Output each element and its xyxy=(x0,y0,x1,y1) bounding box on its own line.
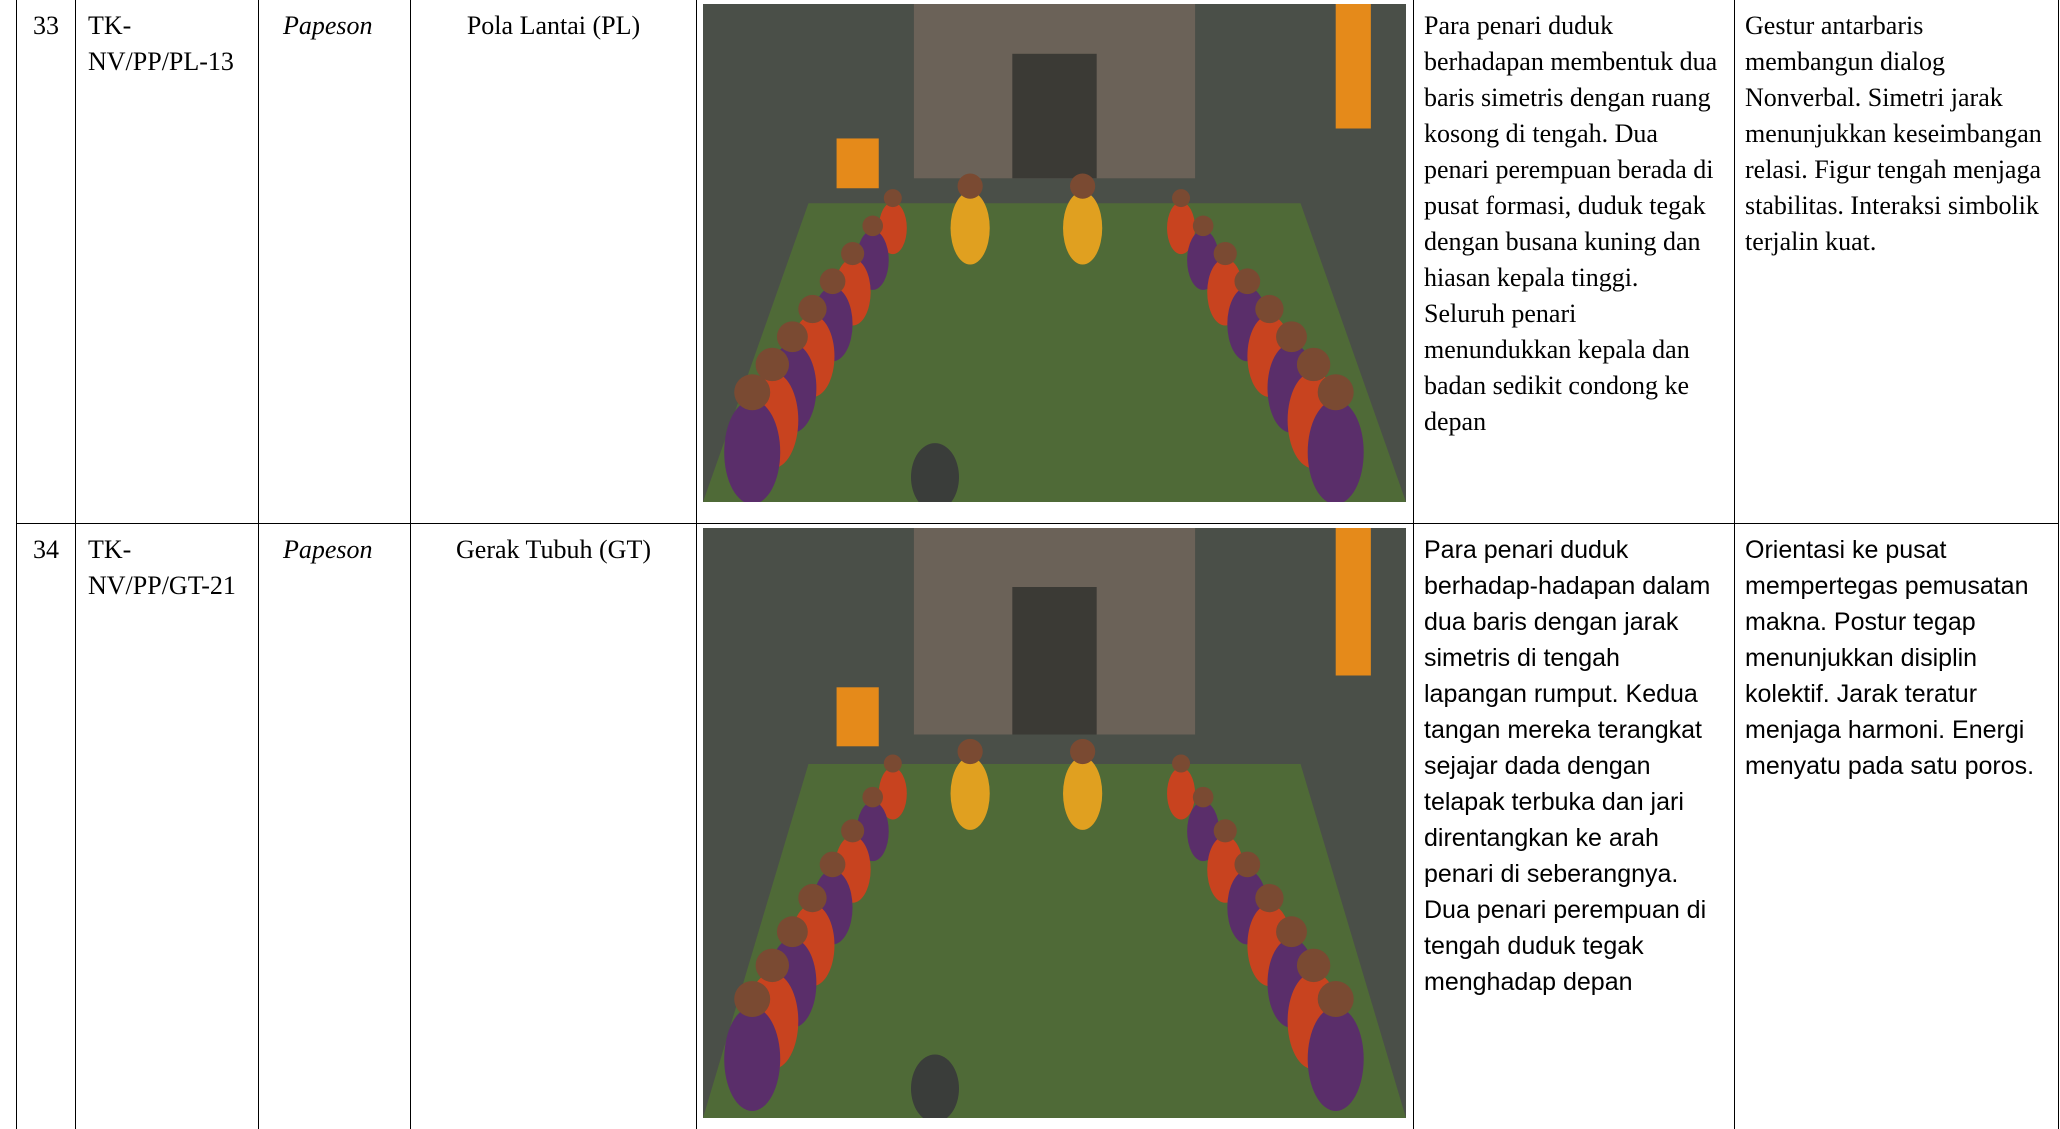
photo-shape xyxy=(958,174,983,199)
photo-shape xyxy=(1172,755,1190,773)
photo-shape xyxy=(1012,587,1096,735)
source: Papeson xyxy=(259,0,411,524)
photo-shape xyxy=(1193,216,1214,237)
photo-shape xyxy=(1193,787,1214,808)
photo-shape xyxy=(884,755,902,773)
image-cell xyxy=(697,0,1414,524)
photo-shape xyxy=(1167,768,1195,820)
description: Para penari duduk berhadap-hadapan dalam… xyxy=(1414,524,1735,1129)
photo-shape xyxy=(951,757,990,830)
photo-shape xyxy=(1214,242,1237,265)
photo-shape xyxy=(1214,819,1237,842)
photo-shape xyxy=(1336,528,1371,676)
photo-shape xyxy=(1297,949,1330,982)
category: Pola Lantai (PL) xyxy=(411,0,697,524)
photo-shape xyxy=(1336,4,1371,129)
photo-shape xyxy=(734,981,770,1017)
photo-shape xyxy=(1234,852,1260,878)
code: TK-NV/PP/GT-21 xyxy=(76,524,259,1129)
photo-shape xyxy=(1318,981,1354,1017)
code: TK-NV/PP/PL-13 xyxy=(76,0,259,524)
data-table: 33 TK-NV/PP/PL-13 Papeson Pola Lantai (P… xyxy=(16,0,2059,1129)
photo-shape xyxy=(1070,174,1095,199)
photo-shape xyxy=(862,787,883,808)
photo-shape xyxy=(820,852,846,878)
source: Papeson xyxy=(259,524,411,1129)
photo-shape xyxy=(777,916,808,947)
photo xyxy=(703,528,1406,1118)
image-cell xyxy=(697,524,1414,1129)
photo-shape xyxy=(841,819,864,842)
photo-shape xyxy=(1063,757,1102,830)
interpretation: Gestur antarbaris membangun dialog Nonve… xyxy=(1735,0,2059,524)
photo-shape xyxy=(1308,400,1364,502)
photo-shape xyxy=(798,295,826,323)
photo-shape xyxy=(1318,374,1354,410)
table-row: 33 TK-NV/PP/PL-13 Papeson Pola Lantai (P… xyxy=(17,0,2059,524)
photo-shape xyxy=(884,189,902,207)
photo-shape xyxy=(820,268,846,294)
photo-shape xyxy=(1297,348,1330,381)
photo-shape xyxy=(724,400,780,502)
photo-shape xyxy=(958,739,983,764)
photo-shape xyxy=(1308,1007,1364,1111)
photo-shape xyxy=(1012,54,1096,179)
category: Gerak Tubuh (GT) xyxy=(411,524,697,1129)
photo-shape xyxy=(1276,916,1307,947)
photo-shape xyxy=(951,192,990,265)
photo-shape xyxy=(724,1007,780,1111)
photo-shape xyxy=(756,348,789,381)
row-number: 33 xyxy=(17,0,76,524)
photo-shape xyxy=(1276,321,1307,352)
photo-shape xyxy=(837,138,879,188)
photo-shape xyxy=(1255,295,1283,323)
photo-shape xyxy=(1070,739,1095,764)
photo-shape xyxy=(798,884,826,912)
photo-shape xyxy=(1063,192,1102,265)
photo-shape xyxy=(837,687,879,746)
photo-shape xyxy=(841,242,864,265)
interpretation: Orientasi ke pusat mempertegas pemusatan… xyxy=(1735,524,2059,1129)
photo-shape xyxy=(1234,268,1260,294)
photo-shape xyxy=(1255,884,1283,912)
table-row: 34 TK-NV/PP/GT-21 Papeson Gerak Tubuh (G… xyxy=(17,524,2059,1129)
description: Para penari duduk berhadapan membentuk d… xyxy=(1414,0,1735,524)
photo-shape xyxy=(777,321,808,352)
photo-shape xyxy=(862,216,883,237)
photo-shape xyxy=(1172,189,1190,207)
photo-shape xyxy=(734,374,770,410)
photo-shape xyxy=(756,949,789,982)
photo xyxy=(703,4,1406,502)
row-number: 34 xyxy=(17,524,76,1129)
